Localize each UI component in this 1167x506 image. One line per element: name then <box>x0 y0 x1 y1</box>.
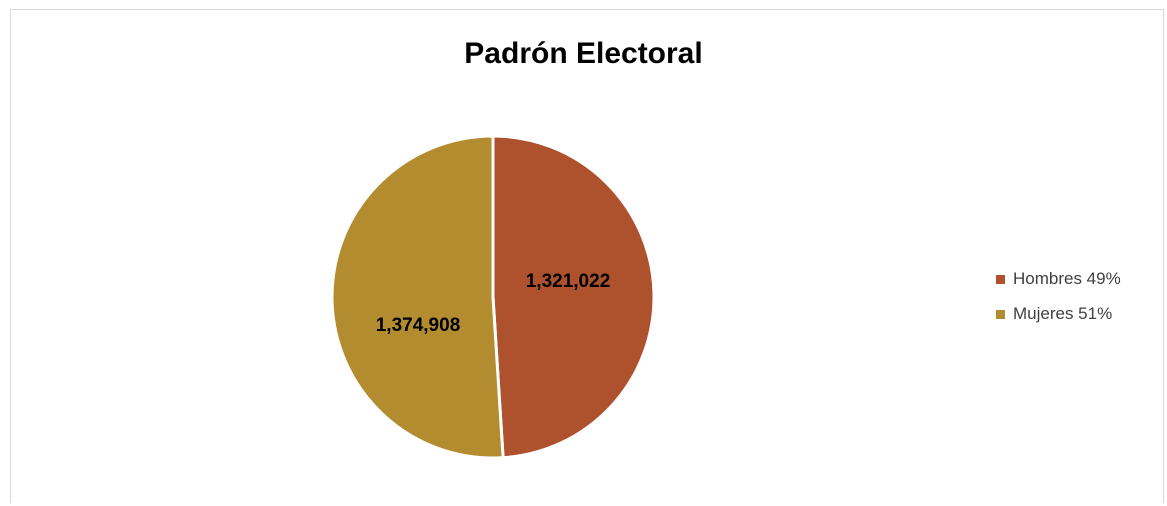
chart-title: Padrón Electoral <box>464 37 703 70</box>
pie-slice-hombres <box>491 134 656 460</box>
legend: Hombres 49% Mujeres 51% <box>996 267 1121 337</box>
pie-slice-mujeres <box>330 134 505 460</box>
legend-swatch-mujeres <box>996 309 1005 319</box>
legend-label-hombres: Hombres 49% <box>1013 269 1121 288</box>
legend-item-mujeres: Mujeres 51% <box>996 302 1121 326</box>
legend-swatch-hombres <box>996 274 1005 284</box>
data-label-hombres: 1,321,022 <box>526 271 611 292</box>
legend-item-hombres: Hombres 49% <box>996 267 1121 291</box>
data-label-mujeres: 1,374,908 <box>376 315 461 336</box>
legend-label-mujeres: Mujeres 51% <box>1013 304 1113 323</box>
